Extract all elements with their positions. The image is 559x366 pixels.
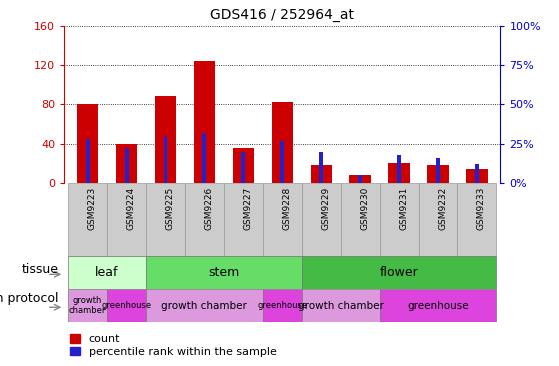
Text: greenhouse: greenhouse [407, 300, 469, 311]
Bar [146, 289, 263, 322]
Bar [194, 61, 215, 183]
Text: growth chamber: growth chamber [162, 300, 248, 311]
Bar [107, 289, 146, 322]
Bar [68, 289, 107, 322]
Text: GSM9227: GSM9227 [243, 187, 252, 230]
Bar [68, 256, 146, 289]
Bar [68, 183, 107, 256]
Bar [419, 183, 457, 256]
Text: GSM9225: GSM9225 [165, 187, 174, 230]
Bar [340, 183, 380, 256]
Bar [263, 183, 302, 256]
Bar [427, 165, 449, 183]
Bar [397, 155, 401, 183]
Text: growth
chamber: growth chamber [69, 296, 106, 315]
Bar [380, 289, 496, 322]
Bar [146, 183, 185, 256]
Bar [202, 132, 206, 183]
Bar [466, 169, 487, 183]
Bar [358, 175, 362, 183]
Bar [125, 148, 129, 183]
Bar [77, 104, 98, 183]
Bar [116, 143, 138, 183]
Text: flower: flower [380, 266, 419, 279]
Legend: count, percentile rank within the sample: count, percentile rank within the sample [70, 334, 277, 357]
Text: GSM9224: GSM9224 [126, 187, 136, 230]
Bar [233, 147, 254, 183]
Bar [155, 97, 176, 183]
Text: GSM9229: GSM9229 [321, 187, 330, 230]
Bar [272, 102, 293, 183]
Bar [389, 163, 410, 183]
Text: greenhouse: greenhouse [102, 301, 151, 310]
Bar [107, 183, 146, 256]
Text: growth protocol: growth protocol [0, 292, 59, 305]
Text: stem: stem [209, 266, 239, 279]
Bar [86, 139, 89, 183]
Text: GSM9233: GSM9233 [477, 187, 486, 230]
Bar [475, 164, 479, 183]
Bar [310, 165, 332, 183]
Text: GSM9232: GSM9232 [438, 187, 447, 230]
Bar [146, 256, 302, 289]
Bar [302, 256, 496, 289]
Title: GDS416 / 252964_at: GDS416 / 252964_at [210, 8, 354, 22]
Bar [380, 183, 419, 256]
Bar [281, 141, 284, 183]
Text: leaf: leaf [96, 266, 119, 279]
Text: GSM9226: GSM9226 [205, 187, 214, 230]
Bar [263, 289, 302, 322]
Bar [302, 183, 340, 256]
Bar [436, 158, 440, 183]
Bar [164, 136, 168, 183]
Bar [302, 289, 380, 322]
Text: greenhouse: greenhouse [257, 301, 307, 310]
Text: GSM9230: GSM9230 [360, 187, 369, 230]
Text: GSM9231: GSM9231 [399, 187, 408, 230]
Bar [185, 183, 224, 256]
Text: growth chamber: growth chamber [298, 300, 383, 311]
Bar [319, 152, 323, 183]
Text: GSM9228: GSM9228 [282, 187, 291, 230]
Text: tissue: tissue [22, 262, 59, 276]
Text: GSM9223: GSM9223 [88, 187, 97, 230]
Bar [224, 183, 263, 256]
Bar [241, 152, 245, 183]
Bar [349, 175, 371, 183]
Bar [457, 183, 496, 256]
